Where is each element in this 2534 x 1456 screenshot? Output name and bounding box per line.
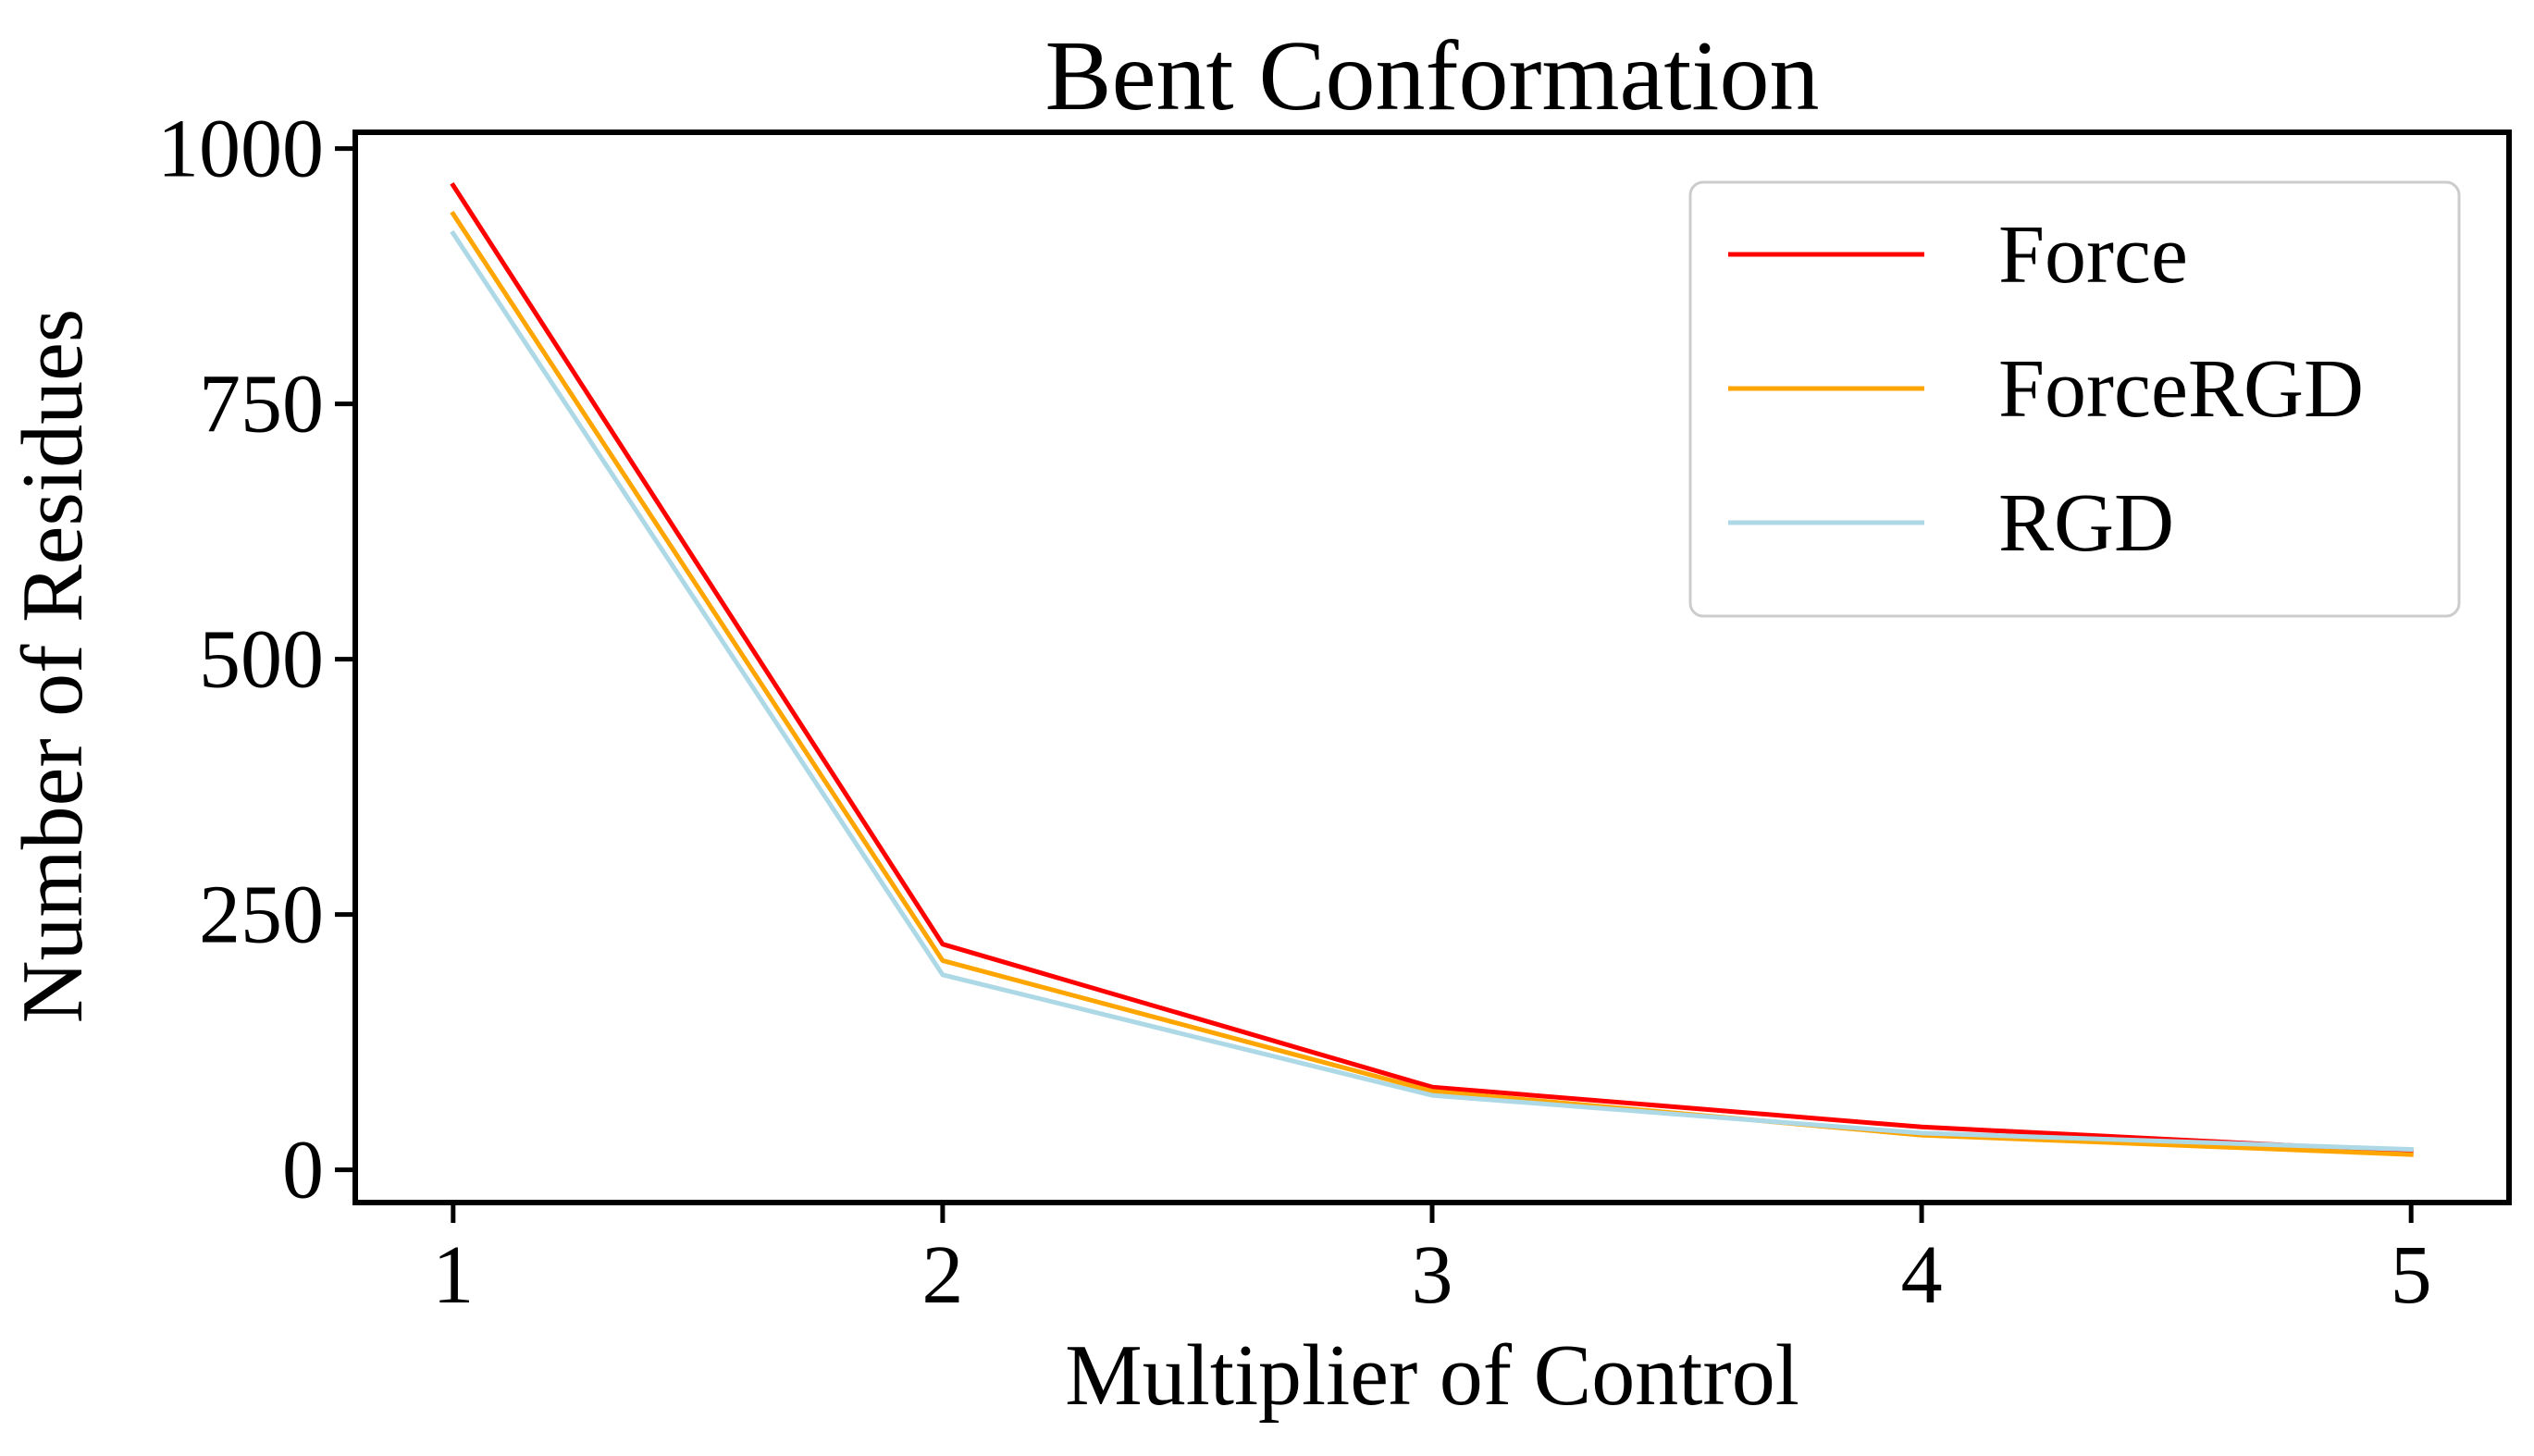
series-line-rgd — [450, 229, 2414, 1153]
x-tick-label: 4 — [1901, 1229, 1943, 1321]
y-tick-label: 750 — [199, 359, 324, 450]
x-tick-label: 5 — [2391, 1229, 2432, 1321]
legend-label-forcergd: ForceRGD — [1998, 343, 2364, 435]
y-tick-label: 500 — [199, 614, 324, 706]
series-line-forcergd — [450, 210, 2414, 1157]
legend-box — [1688, 180, 2461, 618]
y-axis-label: Number of Residues — [5, 309, 101, 1024]
legend-label-rgd: RGD — [1998, 477, 2174, 569]
series-lines — [450, 181, 2414, 1157]
x-tick-label: 2 — [921, 1229, 963, 1321]
y-tick-label: 250 — [199, 870, 324, 961]
chart-title: Bent Conformation — [1045, 21, 1820, 131]
series-line-force — [450, 181, 2414, 1154]
y-tick-label: 1000 — [157, 104, 324, 195]
y-tick-label: 0 — [282, 1125, 324, 1216]
x-axis-ticks: 1 2 3 4 5 — [432, 1203, 2432, 1321]
x-tick-label: 3 — [1412, 1229, 1453, 1321]
legend: Force ForceRGD RGD — [1688, 180, 2461, 618]
legend-label-force: Force — [1998, 209, 2188, 301]
x-tick-label: 1 — [432, 1229, 474, 1321]
y-axis-ticks: 0 250 500 750 1000 — [157, 104, 355, 1216]
x-axis-label: Multiplier of Control — [1065, 1327, 1799, 1424]
